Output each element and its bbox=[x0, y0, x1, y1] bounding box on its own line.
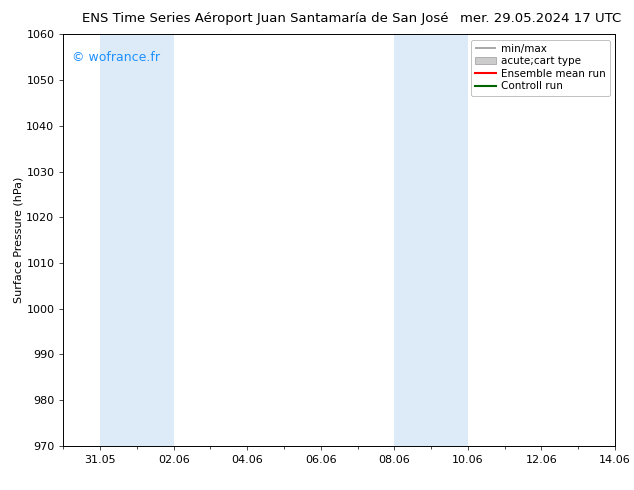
Text: ENS Time Series Aéroport Juan Santamaría de San José: ENS Time Series Aéroport Juan Santamaría… bbox=[82, 12, 449, 25]
Legend: min/max, acute;cart type, Ensemble mean run, Controll run: min/max, acute;cart type, Ensemble mean … bbox=[470, 40, 610, 96]
Text: mer. 29.05.2024 17 UTC: mer. 29.05.2024 17 UTC bbox=[460, 12, 621, 25]
Bar bbox=[394, 34, 468, 446]
Text: © wofrance.fr: © wofrance.fr bbox=[72, 51, 160, 64]
Bar bbox=[100, 34, 174, 446]
Y-axis label: Surface Pressure (hPa): Surface Pressure (hPa) bbox=[13, 177, 23, 303]
